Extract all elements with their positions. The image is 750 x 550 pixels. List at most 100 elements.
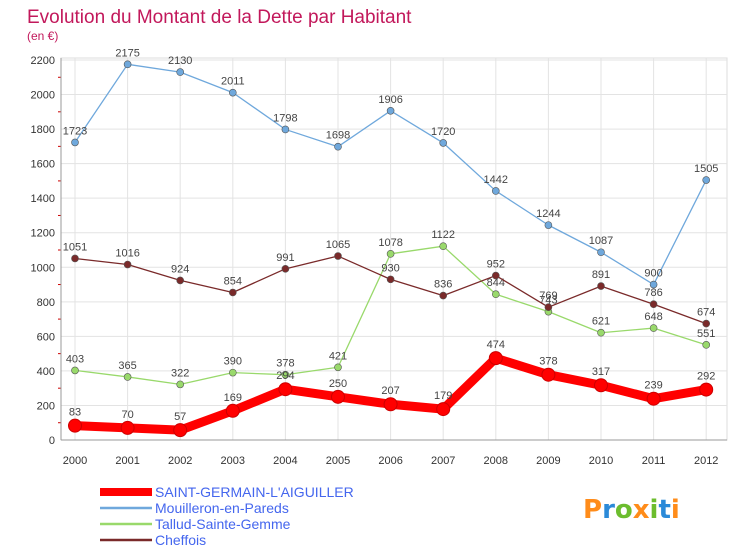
data-label: 390 xyxy=(224,356,242,368)
data-label: 1906 xyxy=(378,94,402,106)
data-label: 57 xyxy=(174,411,186,423)
data-point xyxy=(123,373,132,381)
y-tick-label: 1600 xyxy=(31,159,55,171)
data-point xyxy=(383,397,398,412)
x-tick-label: 2005 xyxy=(326,455,350,467)
series-mouilleron-en-pareds: 1723 2175 2130 2011 1798 1698 1906 1720 1442 1244… xyxy=(63,47,718,289)
data-point xyxy=(71,138,79,147)
legend-label: SAINT-GERMAIN-L'AIGUILLER xyxy=(155,484,354,500)
legend-entry: Cheffois xyxy=(100,532,206,548)
data-point xyxy=(649,300,658,309)
y-tick-label: 600 xyxy=(37,331,55,343)
data-label: 844 xyxy=(487,277,505,289)
data-label: 2011 xyxy=(221,76,245,88)
data-label: 403 xyxy=(66,353,84,365)
data-label: 421 xyxy=(329,350,347,362)
x-tick-label: 2007 xyxy=(431,455,455,467)
data-label: 1798 xyxy=(273,112,297,124)
data-point xyxy=(597,248,605,257)
data-label: 891 xyxy=(592,269,610,281)
data-label: 1065 xyxy=(326,239,350,251)
data-label: 1078 xyxy=(378,237,402,249)
data-label: 648 xyxy=(644,311,662,323)
axes: 0 200 400 600 800 1000 1200 1400 1600 1800 2000 220… xyxy=(31,55,727,467)
data-point xyxy=(386,275,395,284)
data-label: 1698 xyxy=(326,130,350,142)
x-tick-label: 2008 xyxy=(484,455,508,467)
data-point xyxy=(281,125,290,134)
data-label: 836 xyxy=(434,279,452,291)
data-point xyxy=(176,68,184,76)
data-point xyxy=(71,254,79,263)
y-tick-label: 200 xyxy=(37,400,55,412)
data-label: 551 xyxy=(697,328,715,340)
y-tick-label: 2000 xyxy=(31,90,55,102)
data-point xyxy=(123,260,132,269)
data-point xyxy=(649,280,658,289)
data-label: 2175 xyxy=(115,47,139,59)
data-point xyxy=(439,242,448,250)
data-label: 179 xyxy=(434,390,452,402)
data-point xyxy=(541,367,556,382)
data-point xyxy=(386,106,395,115)
x-tick-label: 2001 xyxy=(115,455,139,467)
data-point xyxy=(702,176,711,184)
data-point xyxy=(334,252,342,260)
data-label: 292 xyxy=(697,371,715,383)
legend-label: Cheffois xyxy=(155,532,206,548)
series-saint-germain-l-aiguiller: 83 70 57 169 294 250 207 179 474 378 317 239 292 xyxy=(68,339,715,438)
data-label: 83 xyxy=(69,407,81,419)
data-point xyxy=(278,382,293,397)
y-tick-label: 1000 xyxy=(31,262,55,274)
brand-letter: P xyxy=(583,495,602,525)
legend-entry: SAINT-GERMAIN-L'AIGUILLER xyxy=(100,484,354,500)
grid xyxy=(60,57,728,441)
data-label: 239 xyxy=(644,380,662,392)
data-point xyxy=(439,139,448,147)
data-point xyxy=(488,351,503,366)
data-point xyxy=(699,382,714,397)
data-point xyxy=(334,142,342,151)
data-point xyxy=(173,423,188,438)
series-cheffois: 1051 1016 924 854 991 1065 930 836 952 769 891 786 6… xyxy=(63,239,715,328)
legend-entry: Tallud-Sainte-Gemme xyxy=(100,516,291,532)
data-label: 854 xyxy=(224,275,242,287)
data-label: 378 xyxy=(539,356,557,368)
data-point xyxy=(331,389,345,404)
y-tick-label: 0 xyxy=(49,435,55,447)
data-label: 1505 xyxy=(694,163,718,175)
data-label: 317 xyxy=(592,366,610,378)
data-label: 786 xyxy=(644,287,662,299)
data-label: 991 xyxy=(276,252,294,264)
data-point xyxy=(436,402,451,417)
data-label: 1244 xyxy=(536,208,560,220)
data-point xyxy=(225,403,240,418)
x-tick-label: 2000 xyxy=(63,455,87,467)
chart-title: Evolution du Montant de la Dette par Hab… xyxy=(27,7,412,28)
legend-label: Mouilleron-en-Pareds xyxy=(155,500,289,516)
data-label: 294 xyxy=(276,370,294,382)
x-tick-label: 2012 xyxy=(694,455,718,467)
data-label: 1051 xyxy=(63,241,87,253)
data-label: 769 xyxy=(539,290,557,302)
data-point xyxy=(597,328,605,337)
data-point xyxy=(176,276,184,285)
legend: SAINT-GERMAIN-L'AIGUILLERMouilleron-en-P… xyxy=(100,484,354,548)
brand-text: Proxiti xyxy=(583,495,680,525)
data-label: 621 xyxy=(592,316,610,328)
brand-logo: Proxiti xyxy=(583,495,680,525)
data-label: 378 xyxy=(276,358,294,370)
brand-letter: o xyxy=(615,495,633,525)
brand-letter: t xyxy=(658,495,670,525)
y-tick-label: 1400 xyxy=(31,193,55,205)
data-label: 1122 xyxy=(431,229,455,241)
y-tick-label: 2200 xyxy=(31,55,55,67)
data-point xyxy=(386,250,395,258)
data-point xyxy=(702,341,711,349)
data-label: 169 xyxy=(224,392,242,404)
data-label: 1720 xyxy=(431,126,455,138)
data-point xyxy=(71,366,79,375)
data-point xyxy=(229,368,237,377)
